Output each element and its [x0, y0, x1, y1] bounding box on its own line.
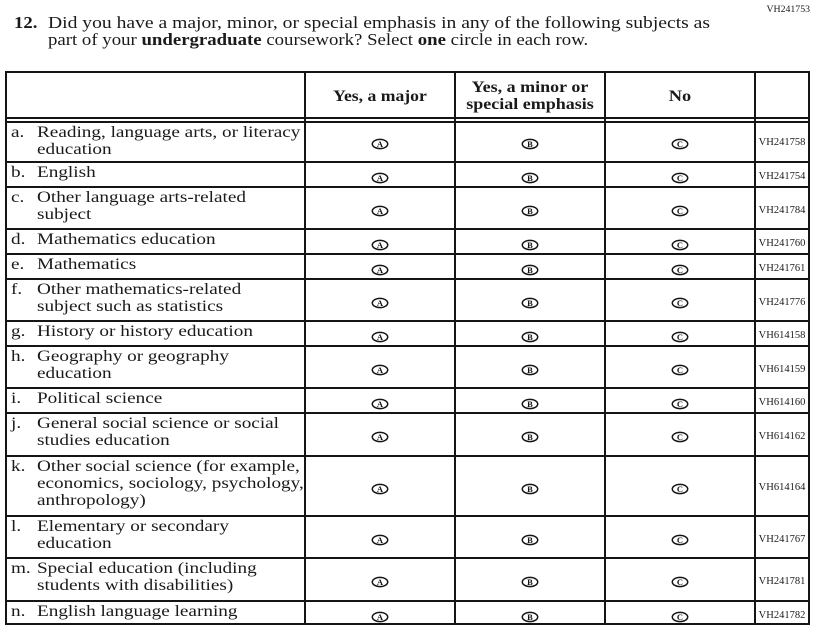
- svg-text:A: A: [377, 264, 384, 274]
- svg-text:A: A: [377, 535, 384, 545]
- svg-text:B: B: [527, 206, 533, 216]
- svg-text:B: B: [527, 239, 533, 249]
- svg-text:B: B: [527, 398, 533, 408]
- svg-text:A: A: [377, 432, 384, 442]
- svg-text:C: C: [677, 483, 683, 493]
- svg-text:B: B: [527, 172, 533, 182]
- svg-text:C: C: [677, 365, 683, 375]
- svg-text:C: C: [677, 172, 683, 182]
- svg-text:B: B: [527, 365, 533, 375]
- svg-text:A: A: [377, 365, 384, 375]
- svg-text:B: B: [527, 577, 533, 587]
- svg-text:C: C: [677, 432, 683, 442]
- svg-text:B: B: [527, 611, 533, 621]
- svg-text:C: C: [677, 139, 683, 149]
- svg-text:B: B: [527, 535, 533, 545]
- svg-text:C: C: [677, 535, 683, 545]
- svg-text:C: C: [677, 331, 683, 341]
- svg-text:B: B: [527, 432, 533, 442]
- svg-text:A: A: [377, 206, 384, 216]
- svg-text:B: B: [527, 139, 533, 149]
- svg-text:A: A: [377, 298, 384, 308]
- svg-text:B: B: [527, 264, 533, 274]
- svg-text:C: C: [677, 611, 683, 621]
- svg-text:C: C: [677, 206, 683, 216]
- svg-text:C: C: [677, 298, 683, 308]
- svg-text:C: C: [677, 239, 683, 249]
- svg-text:C: C: [677, 577, 683, 587]
- svg-text:C: C: [677, 398, 683, 408]
- svg-text:B: B: [527, 483, 533, 493]
- svg-text:B: B: [527, 298, 533, 308]
- svg-text:B: B: [527, 331, 533, 341]
- svg-text:A: A: [377, 611, 384, 621]
- svg-text:A: A: [377, 172, 384, 182]
- svg-text:A: A: [377, 331, 384, 341]
- svg-text:A: A: [377, 398, 384, 408]
- svg-text:C: C: [677, 264, 683, 274]
- svg-text:A: A: [377, 139, 384, 149]
- svg-text:A: A: [377, 483, 384, 493]
- svg-text:A: A: [377, 577, 384, 587]
- svg-text:A: A: [377, 239, 384, 249]
